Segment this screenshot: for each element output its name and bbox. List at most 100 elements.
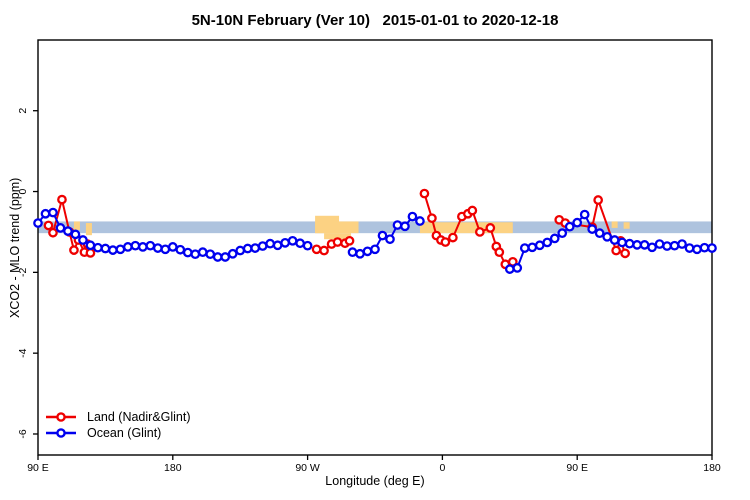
land-data-point: [69, 245, 79, 255]
ocean-data-point: [362, 246, 373, 257]
land-highlight-patch: [623, 222, 630, 229]
ocean-data-point: [347, 247, 358, 257]
ocean-data-point: [63, 226, 73, 236]
ocean-data-point: [512, 263, 523, 273]
ocean-data-point: [242, 243, 253, 254]
ocean-data-point: [579, 209, 590, 220]
land-data-point: [48, 227, 58, 238]
ocean-data-point: [542, 237, 553, 248]
ocean-data-point: [295, 238, 305, 249]
land-highlight-patch: [315, 221, 359, 234]
legend-entry-ocean: Ocean (Glint): [44, 425, 191, 440]
y-tick-label: 2: [17, 108, 29, 114]
land-series-marker-icon: [46, 411, 76, 422]
reference-band: [38, 221, 712, 234]
ocean-data-point: [699, 242, 710, 253]
ocean-data-point: [175, 244, 186, 255]
ocean-data-point: [385, 234, 395, 245]
land-data-point: [494, 247, 505, 257]
legend: Land (Nadir&Glint) Ocean (Glint): [44, 409, 191, 440]
ocean-data-point: [78, 235, 88, 245]
ocean-data-point: [609, 235, 620, 245]
land-highlight-patch: [611, 221, 618, 228]
ocean-data-point: [632, 240, 642, 250]
y-tick-label: -6: [17, 429, 29, 438]
ocean-data-point: [70, 229, 81, 240]
ocean-data-point: [265, 238, 276, 249]
ocean-data-point: [145, 240, 156, 251]
y-tick-label: -4: [17, 348, 29, 357]
ocean-data-point: [602, 231, 613, 242]
ocean-data-point: [534, 240, 545, 251]
land-data-point: [440, 237, 451, 247]
land-data-point: [620, 248, 630, 259]
ocean-data-point: [137, 242, 148, 252]
ocean-data-point: [572, 217, 583, 228]
land-data-point: [448, 232, 458, 243]
ocean-data-point: [212, 252, 223, 262]
ocean-data-point: [639, 240, 650, 250]
ocean-data-point: [197, 247, 208, 257]
land-data-point: [344, 235, 355, 246]
ocean-data-point: [370, 244, 380, 255]
ocean-data-point: [33, 218, 43, 228]
ocean-data-point: [557, 228, 568, 239]
x-tick-label: 180: [164, 462, 182, 474]
ocean-data-point: [182, 247, 193, 258]
legend-label-ocean: Ocean (Glint): [87, 425, 162, 440]
ocean-data-point: [519, 243, 530, 253]
ocean-data-point: [48, 207, 58, 218]
land-data-point: [419, 188, 430, 199]
ocean-data-point: [272, 240, 283, 251]
ocean-data-point: [280, 238, 290, 248]
ocean-data-point: [669, 240, 680, 251]
chart-title: 5N-10N February (Ver 10) 2015-01-01 to 2…: [191, 12, 559, 29]
ocean-data-point: [400, 221, 410, 232]
land-highlight-patch: [73, 221, 80, 230]
x-tick-label: 0: [439, 462, 445, 474]
land-data-point: [311, 244, 322, 255]
ocean-data-point: [115, 244, 126, 255]
ocean-data-point: [549, 233, 560, 244]
y-tick-label: -2: [17, 268, 29, 277]
ocean-data-point: [662, 241, 672, 251]
x-tick-label: 90 E: [27, 462, 49, 474]
ocean-data-point: [227, 248, 238, 259]
ocean-data-point: [504, 264, 515, 274]
ocean-data-point: [654, 239, 665, 249]
land-data-point: [85, 248, 96, 258]
ocean-data-point: [684, 243, 695, 253]
ocean-data-point: [85, 240, 96, 251]
land-highlight-patch: [324, 233, 352, 240]
ocean-data-point: [123, 242, 133, 252]
land-data-point: [57, 194, 67, 205]
legend-label-land: Land (Nadir&Glint): [87, 409, 191, 424]
ocean-data-point: [250, 243, 261, 253]
y-tick-label: 0: [17, 188, 29, 194]
ocean-data-point: [100, 243, 111, 254]
ocean-data-point: [377, 230, 388, 241]
legend-entry-land: Land (Nadir&Glint): [44, 409, 191, 424]
x-tick-label: 90 W: [295, 462, 320, 474]
land-data-point: [427, 213, 437, 224]
ocean-data-point: [624, 238, 635, 249]
ocean-data-point: [55, 223, 66, 233]
land-data-point: [43, 220, 54, 231]
ocean-data-point: [167, 242, 178, 252]
ocean-data-point: [587, 224, 598, 234]
ocean-data-point: [617, 237, 627, 248]
ocean-data-point: [677, 239, 687, 249]
land-data-point: [474, 227, 485, 237]
ocean-data-point: [392, 220, 403, 230]
ocean-data-point: [220, 252, 231, 262]
ocean-data-point: [93, 242, 103, 253]
ocean-data-point: [130, 240, 141, 251]
ocean-series-marker-icon: [46, 427, 76, 438]
ocean-data-point: [415, 216, 425, 226]
ocean-data-point: [152, 243, 163, 253]
land-data-point: [319, 245, 329, 256]
ocean-data-point: [707, 243, 717, 253]
land-highlight-patch: [419, 222, 513, 234]
land-data-point: [467, 205, 478, 216]
